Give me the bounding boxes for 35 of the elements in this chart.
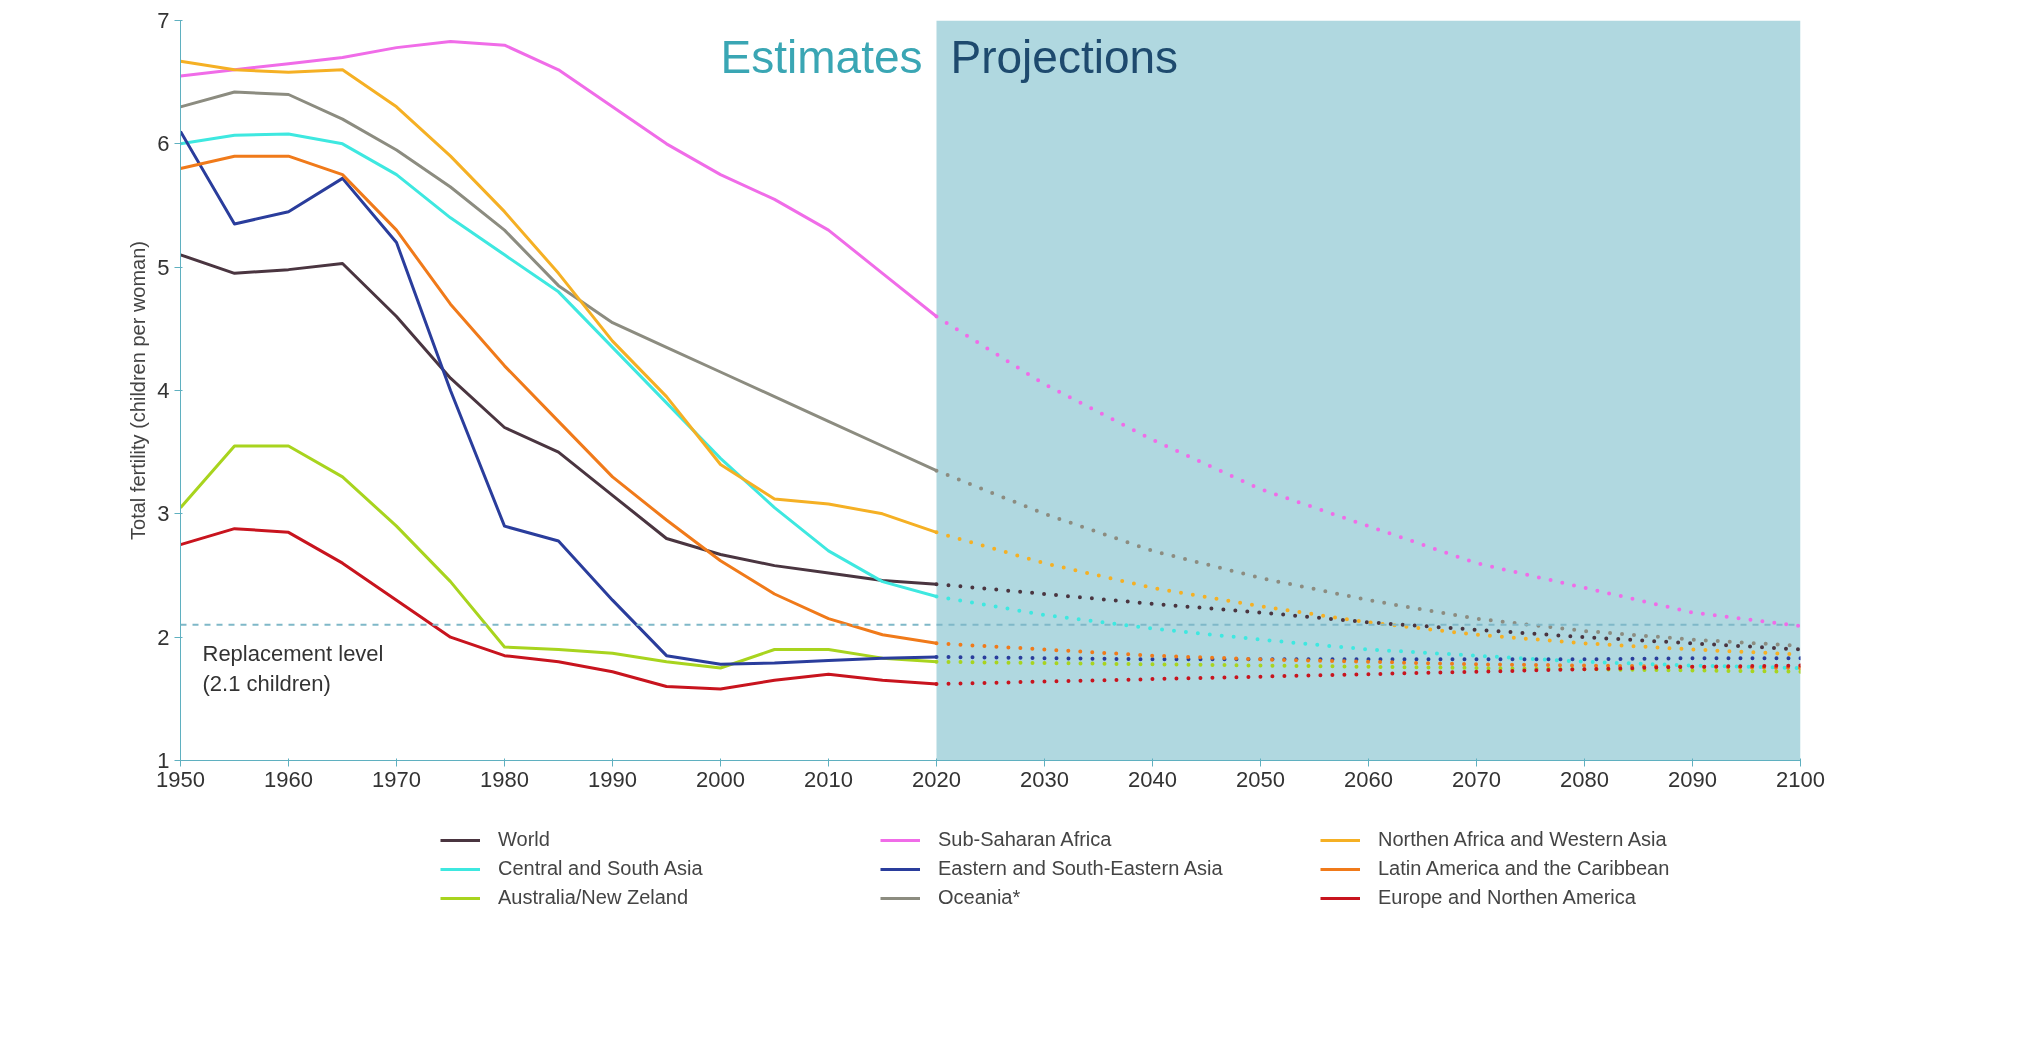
x-tick-label: 2100 (1776, 766, 1825, 792)
band-label: Projections (950, 30, 1179, 83)
legend-label: Sub-Saharan Africa (938, 828, 1112, 851)
legend-label: World (498, 828, 550, 851)
y-tick-label: 4 (157, 378, 170, 403)
ref-line-label: Replacement level (2.1 children) (202, 640, 384, 696)
y-axis-title: Total fertility (children per woman) (127, 241, 150, 540)
y-tick-label: 7 (157, 8, 170, 33)
x-tick-label: 1970 (372, 766, 421, 792)
x-tick-label: 2000 (696, 766, 745, 792)
x-tick-label: 2080 (1560, 766, 1609, 792)
x-tick-label: 2030 (1020, 766, 1069, 792)
y-tick-label: 3 (157, 501, 170, 527)
x-tick-label: 2050 (1236, 766, 1285, 792)
annotation: Estimates (720, 30, 923, 83)
x-tick-label: 2020 (912, 766, 961, 792)
x-tick-label: 1960 (264, 766, 313, 792)
legend-label: Europe and Northen America (1378, 886, 1636, 909)
y-tick-label: 2 (157, 624, 170, 650)
x-tick-label: 2070 (1452, 766, 1501, 792)
y-tick-label: 6 (157, 131, 170, 157)
legend-label: Northen Africa and Western Asia (1378, 828, 1667, 851)
x-tick-label: 2090 (1668, 766, 1717, 792)
legend-label: Central and South Asia (498, 857, 703, 880)
legend-label: Oceania* (938, 886, 1021, 909)
y-tick-label: 5 (157, 254, 170, 280)
x-tick-label: 2010 (804, 766, 853, 792)
y-tick-label: 1 (157, 748, 170, 773)
x-tick-label: 2040 (1128, 766, 1177, 792)
legend-label: Latin America and the Caribbean (1378, 857, 1670, 880)
x-tick-label: 2060 (1344, 766, 1393, 792)
x-tick-label: 1980 (480, 766, 529, 792)
legend-label: Eastern and South-Eastern Asia (938, 857, 1223, 880)
x-tick-label: 1990 (588, 766, 637, 792)
legend-label: Australia/New Zeland (498, 886, 689, 909)
